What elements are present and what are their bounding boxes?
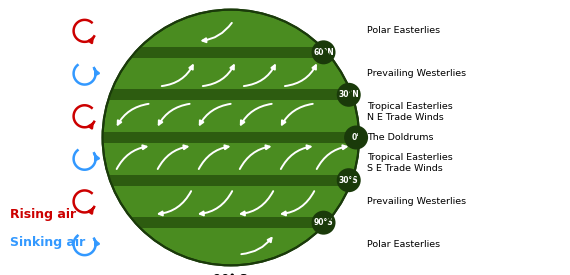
Polygon shape (92, 175, 369, 186)
Text: 0°: 0° (352, 133, 361, 142)
Circle shape (344, 125, 368, 150)
Text: 90° S: 90° S (214, 273, 248, 275)
Circle shape (337, 83, 361, 107)
Text: Prevailing Westerlies: Prevailing Westerlies (367, 69, 466, 78)
Text: The Doldrums: The Doldrums (367, 133, 434, 142)
Text: 30°S: 30°S (339, 176, 359, 185)
Text: Sinking air: Sinking air (10, 236, 86, 249)
Text: Tropical Easterlies
S E Trade Winds: Tropical Easterlies S E Trade Winds (367, 153, 453, 173)
Polygon shape (92, 47, 369, 58)
Circle shape (337, 168, 361, 192)
Text: 90° N: 90° N (213, 0, 249, 2)
Circle shape (312, 40, 336, 64)
Ellipse shape (103, 10, 359, 265)
Text: 90°S: 90°S (314, 218, 333, 227)
Text: Tropical Easterlies
N E Trade Winds: Tropical Easterlies N E Trade Winds (367, 102, 453, 122)
Text: 60°N: 60°N (313, 48, 334, 57)
Text: 30°N: 30°N (339, 90, 359, 99)
Text: Polar Easterlies: Polar Easterlies (367, 26, 440, 35)
Polygon shape (92, 89, 369, 100)
Polygon shape (92, 132, 369, 143)
Text: Rising air: Rising air (10, 208, 76, 221)
Text: Prevailing Westerlies: Prevailing Westerlies (367, 197, 466, 206)
Circle shape (312, 211, 336, 235)
Text: Polar Easterlies: Polar Easterlies (367, 240, 440, 249)
Polygon shape (92, 217, 369, 228)
